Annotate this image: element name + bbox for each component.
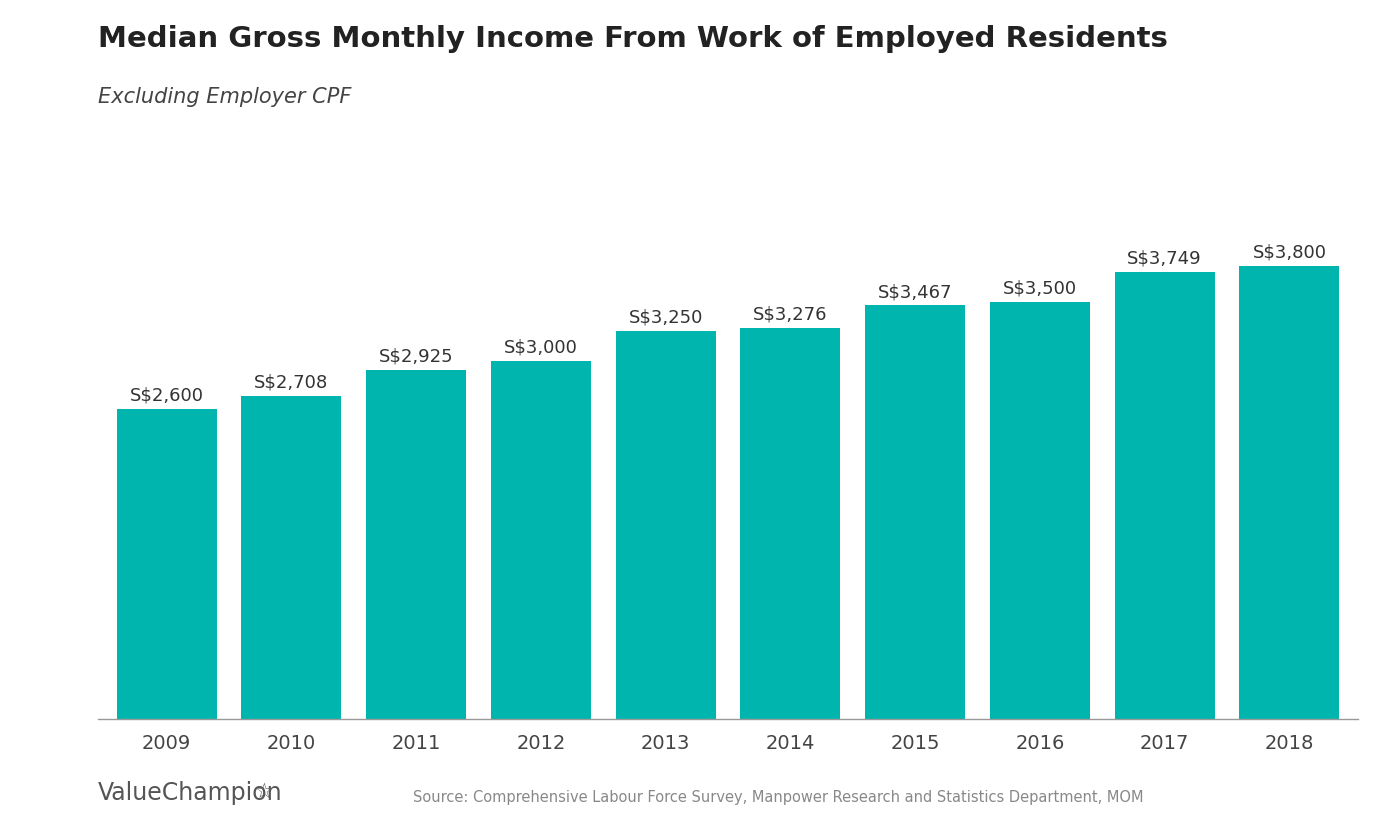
- Text: S$3,250: S$3,250: [629, 308, 703, 327]
- Text: S$3,500: S$3,500: [1002, 279, 1077, 297]
- Bar: [865, 306, 965, 719]
- Text: S$2,600: S$2,600: [130, 386, 203, 404]
- Text: Median Gross Monthly Income From Work of Employed Residents: Median Gross Monthly Income From Work of…: [98, 25, 1168, 53]
- Bar: [367, 370, 466, 719]
- Bar: [741, 329, 840, 719]
- Text: S$3,000: S$3,000: [504, 338, 578, 356]
- Text: S$3,276: S$3,276: [753, 305, 827, 323]
- Text: S$3,467: S$3,467: [878, 283, 952, 301]
- Text: Excluding Employer CPF: Excluding Employer CPF: [98, 87, 351, 107]
- Bar: [491, 361, 591, 719]
- Text: S$3,749: S$3,749: [1127, 249, 1203, 267]
- Bar: [616, 332, 715, 719]
- Bar: [241, 397, 342, 719]
- Bar: [1239, 266, 1340, 719]
- Text: ValueChampion: ValueChampion: [98, 780, 283, 804]
- Bar: [990, 302, 1089, 719]
- Text: Source: Comprehensive Labour Force Survey, Manpower Research and Statistics Depa: Source: Comprehensive Labour Force Surve…: [413, 789, 1144, 804]
- Text: S$3,800: S$3,800: [1253, 243, 1326, 261]
- Text: S$2,708: S$2,708: [255, 373, 329, 391]
- Text: ☆: ☆: [255, 782, 273, 801]
- Text: S$2,925: S$2,925: [379, 347, 454, 366]
- Bar: [1114, 272, 1215, 719]
- Bar: [116, 409, 217, 719]
